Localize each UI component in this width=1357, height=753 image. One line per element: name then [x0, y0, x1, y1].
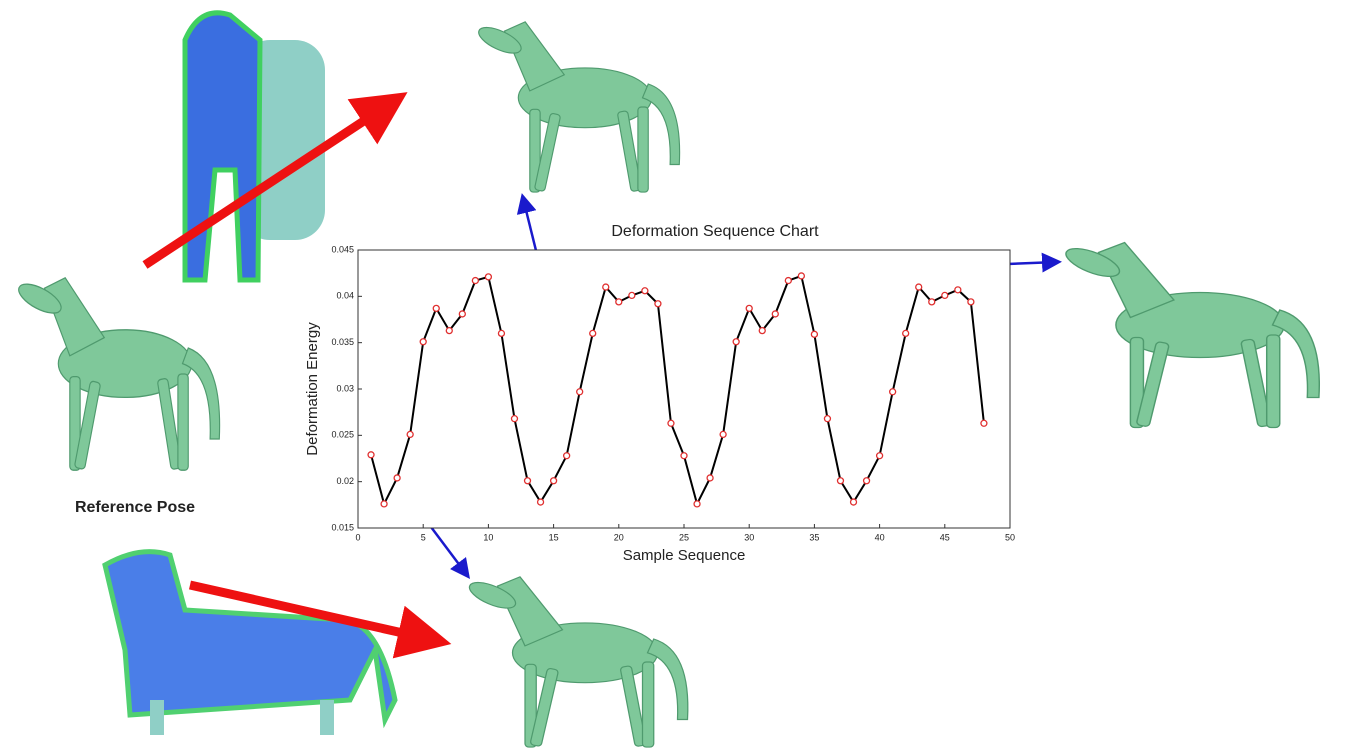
- x-tick-label: 35: [809, 532, 819, 542]
- data-point: [798, 273, 804, 279]
- y-tick-label: 0.015: [331, 522, 354, 532]
- y-tick-label: 0.025: [331, 430, 354, 440]
- data-point: [511, 416, 517, 422]
- data-point: [733, 339, 739, 345]
- heatmap-back-view: [185, 13, 325, 280]
- x-tick-label: 45: [940, 532, 950, 542]
- y-tick-label: 0.02: [336, 476, 354, 486]
- x-tick-label: 20: [614, 532, 624, 542]
- data-point: [811, 331, 817, 337]
- data-point: [603, 284, 609, 290]
- x-tick-label: 15: [549, 532, 559, 542]
- y-tick-label: 0.04: [336, 291, 354, 301]
- x-tick-label: 30: [744, 532, 754, 542]
- figure: Reference Pose Deformation Sequence Char…: [0, 0, 1357, 753]
- y-tick-label: 0.035: [331, 337, 354, 347]
- horse-top: [475, 22, 679, 192]
- data-point: [877, 453, 883, 459]
- data-point: [981, 420, 987, 426]
- data-point: [772, 311, 778, 317]
- data-point: [681, 453, 687, 459]
- chart-title: Deformation Sequence Chart: [611, 223, 819, 240]
- x-tick-label: 50: [1005, 532, 1015, 542]
- data-point: [459, 311, 465, 317]
- data-point: [407, 431, 413, 437]
- data-point: [864, 478, 870, 484]
- data-point: [420, 339, 426, 345]
- data-point: [824, 416, 830, 422]
- plot-frame: [358, 250, 1010, 528]
- horse-bottom: [466, 577, 688, 747]
- data-point: [759, 328, 765, 334]
- data-point: [707, 475, 713, 481]
- data-point: [655, 301, 661, 307]
- page: {"chart_data": {"type": "line", "title":…: [0, 0, 1357, 753]
- y-tick-label: 0.03: [336, 383, 354, 393]
- data-point: [720, 431, 726, 437]
- annotation: Reference Pose: [75, 499, 195, 516]
- data-point: [446, 328, 452, 334]
- data-point: [577, 389, 583, 395]
- x-axis-label: Sample Sequence: [623, 547, 746, 564]
- data-point: [433, 305, 439, 311]
- data-point: [837, 478, 843, 484]
- data-point: [525, 478, 531, 484]
- data-point: [916, 284, 922, 290]
- data-point: [694, 501, 700, 507]
- reference-horse: [15, 278, 219, 470]
- data-point: [629, 292, 635, 298]
- data-point: [929, 299, 935, 305]
- data-point: [538, 499, 544, 505]
- data-point: [616, 299, 622, 305]
- data-point: [890, 389, 896, 395]
- data-point: [551, 478, 557, 484]
- data-point: [851, 499, 857, 505]
- data-point: [955, 287, 961, 293]
- heatmap-side-view: [105, 552, 395, 735]
- y-axis-label: Deformation Energy: [304, 322, 321, 456]
- data-point: [785, 278, 791, 284]
- data-point: [942, 292, 948, 298]
- x-tick-label: 5: [421, 532, 426, 542]
- x-tick-label: 10: [483, 532, 493, 542]
- data-point: [394, 475, 400, 481]
- x-tick-label: 0: [355, 532, 360, 542]
- data-point: [564, 453, 570, 459]
- data-point: [903, 330, 909, 336]
- data-point: [368, 452, 374, 458]
- data-point: [968, 299, 974, 305]
- y-tick-label: 0.045: [331, 244, 354, 254]
- data-point: [485, 274, 491, 280]
- data-point: [381, 501, 387, 507]
- data-point: [746, 305, 752, 311]
- x-tick-label: 25: [679, 532, 689, 542]
- data-point: [668, 420, 674, 426]
- data-point: [472, 278, 478, 284]
- horse-right: [1062, 243, 1320, 428]
- data-point: [590, 330, 596, 336]
- x-tick-label: 40: [875, 532, 885, 542]
- data-point: [498, 330, 504, 336]
- data-point: [642, 288, 648, 294]
